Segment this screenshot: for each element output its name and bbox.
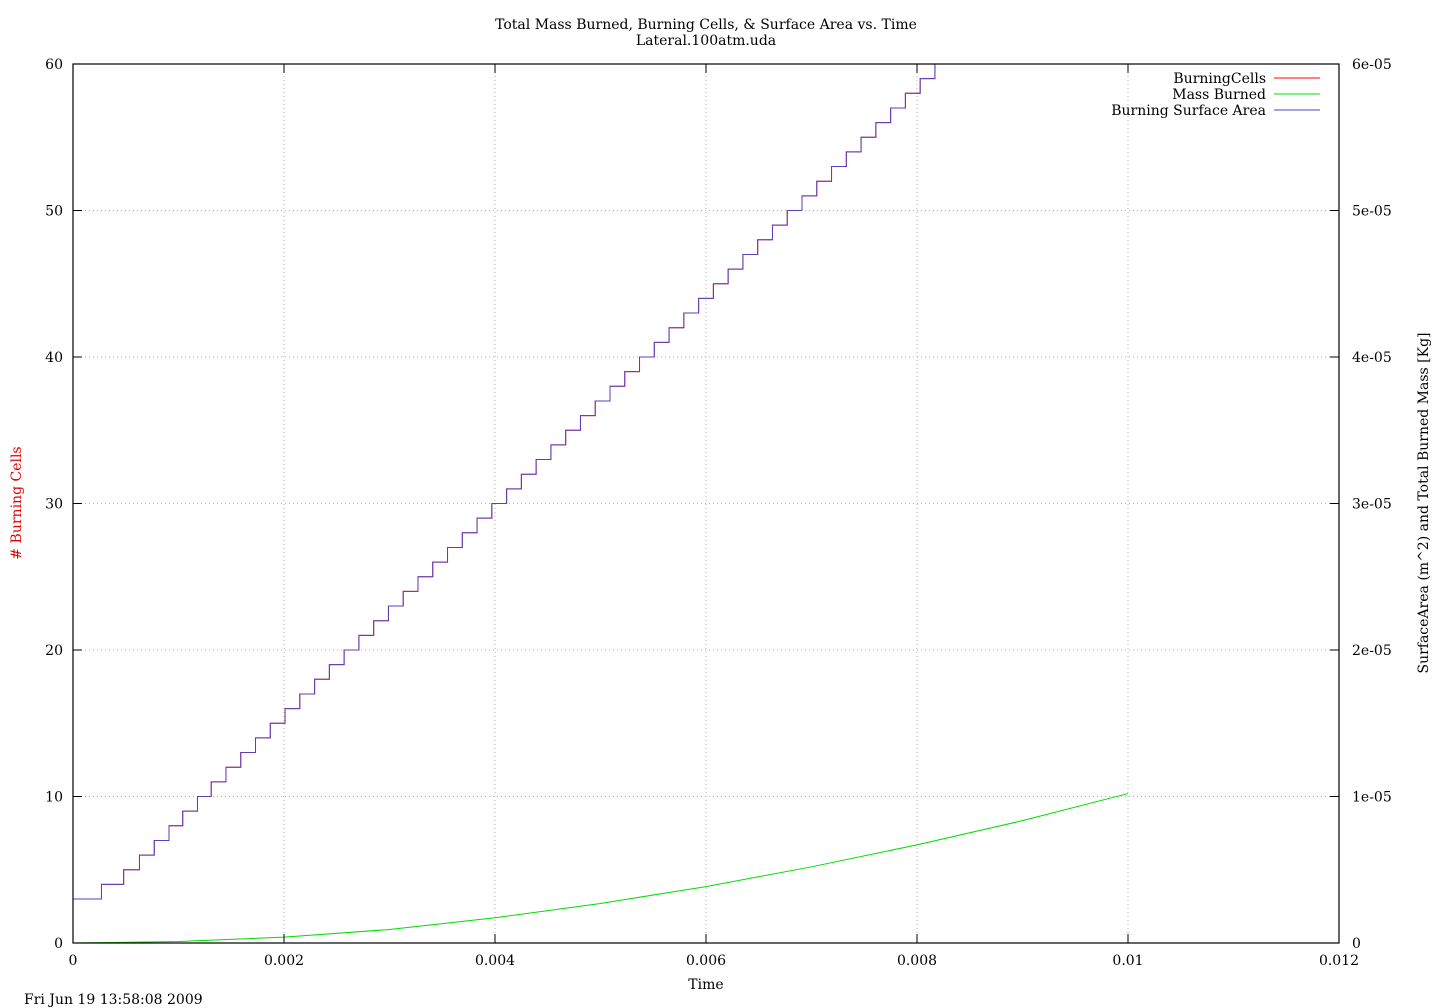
y-tick-label: 30 [45, 497, 63, 513]
y-tick-label: 10 [45, 790, 63, 806]
series-burning-cells [73, 63, 950, 900]
y2-tick-label: 4e-05 [1352, 350, 1392, 366]
y-tick-label: 40 [45, 350, 63, 366]
y2-tick-label: 5e-05 [1352, 204, 1392, 220]
grid-lines [73, 64, 1339, 943]
x-tick-label: 0.01 [1112, 953, 1143, 969]
series-burning-surface-area [73, 63, 950, 900]
y2-tick-label: 1e-05 [1352, 790, 1392, 806]
legend-label: BurningCells [1173, 71, 1266, 87]
y2-axis-label: SurfaceArea (m^2) and Total Burned Mass … [1416, 332, 1432, 673]
y-axis-label: # Burning Cells [9, 446, 25, 559]
y-tick-label: 0 [54, 936, 63, 952]
footer-timestamp: Fri Jun 19 13:58:08 2009 [24, 992, 203, 1008]
x-tick-label: 0 [69, 953, 78, 969]
x-axis-label: Time [688, 977, 723, 993]
series-layer [72, 63, 1129, 944]
chart-subtitle: Lateral.100atm.uda [636, 33, 776, 49]
x-tick-label: 0.012 [1319, 953, 1359, 969]
x-tick-label: 0.006 [686, 953, 726, 969]
y-tick-label: 20 [45, 643, 63, 659]
legend-label: Burning Surface Area [1111, 103, 1266, 119]
chart-title: Total Mass Burned, Burning Cells, & Surf… [495, 17, 917, 33]
y2-tick-label: 3e-05 [1352, 497, 1392, 513]
y-tick-label: 50 [45, 204, 63, 220]
legend-label: Mass Burned [1172, 87, 1266, 103]
ticks: 0 0.002 0.004 0.006 0.008 0.01 0.0120102030405… [45, 57, 1392, 969]
series-mass-burned [72, 793, 1129, 944]
y2-tick-label: 0 [1352, 936, 1361, 952]
x-tick-label: 0.002 [264, 953, 304, 969]
x-tick-label: 0.004 [475, 953, 515, 969]
y2-tick-label: 6e-05 [1352, 57, 1392, 73]
y2-tick-label: 2e-05 [1352, 643, 1392, 659]
x-tick-label: 0.008 [897, 953, 937, 969]
y-tick-label: 60 [45, 57, 63, 73]
